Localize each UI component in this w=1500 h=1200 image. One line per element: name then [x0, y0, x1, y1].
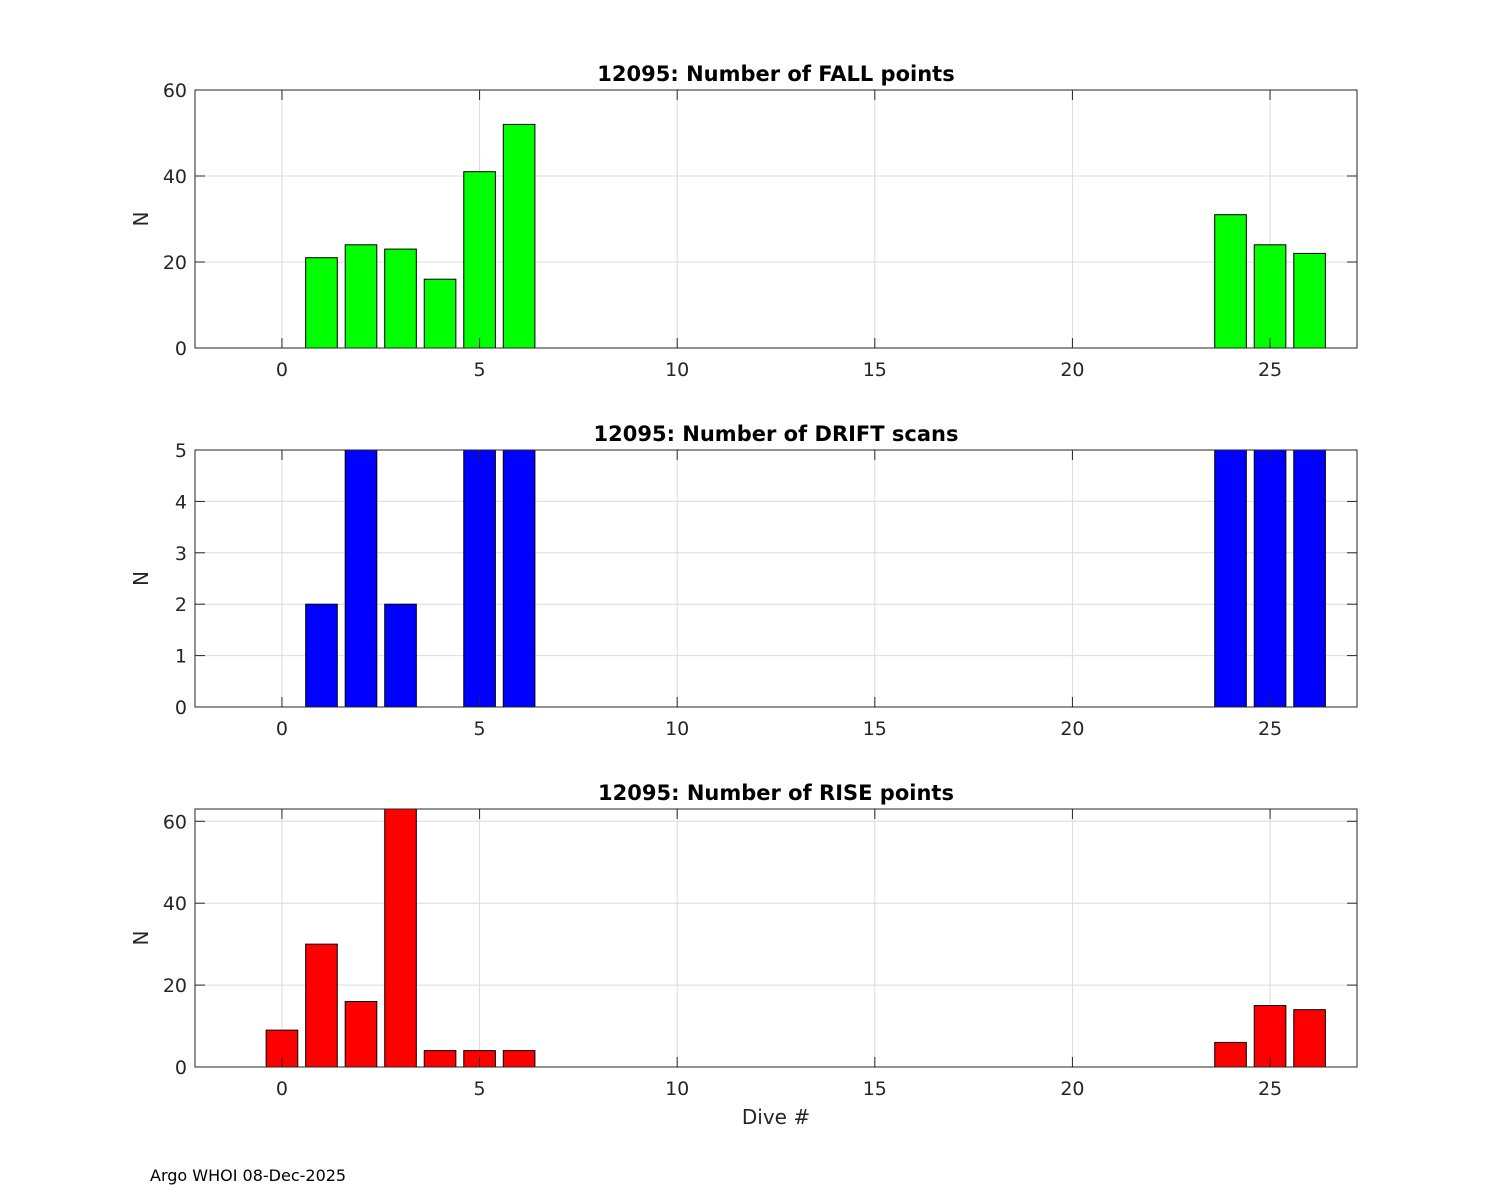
- bar: [384, 248, 417, 349]
- x-tick-label: 10: [665, 1078, 689, 1100]
- x-tick-label: 5: [474, 718, 486, 740]
- bar: [423, 278, 457, 349]
- bar: [1293, 449, 1326, 708]
- x-tick-label: 20: [1060, 1078, 1084, 1100]
- bar: [502, 123, 536, 349]
- y-tick-label: 3: [175, 543, 187, 565]
- y-tick-label: 1: [175, 646, 187, 668]
- chart-panel-2: 0 5 10 15 20 25 0 1 2 3 4 5 12095: Number of DRIFT s…: [129, 422, 1358, 740]
- bar: [344, 449, 378, 708]
- bar: [1214, 449, 1247, 708]
- x-tick-label: 0: [276, 718, 288, 740]
- chart-title: 12095: Number of RISE points: [598, 781, 954, 805]
- y-tick-label: 20: [163, 975, 187, 997]
- bar: [502, 449, 536, 708]
- y-tick-label: 60: [163, 811, 187, 833]
- y-tick-label: 60: [163, 80, 187, 102]
- x-tick-label: 20: [1060, 718, 1084, 740]
- bar: [305, 257, 338, 349]
- bar: [305, 943, 338, 1068]
- x-tick-label: 10: [665, 359, 689, 381]
- bar: [305, 603, 338, 708]
- bar: [344, 244, 378, 349]
- bar: [1253, 1005, 1287, 1068]
- chart-panel-1: 0 5 10 15 20 25 0 20 40 60 12095: Number of FALL p…: [129, 62, 1358, 381]
- bar: [1214, 214, 1247, 349]
- x-tick-label: 15: [863, 359, 887, 381]
- bar: [1253, 244, 1287, 349]
- x-tick-label: 25: [1258, 718, 1282, 740]
- bar: [1293, 1009, 1326, 1068]
- x-tick-label: 15: [863, 718, 887, 740]
- y-tick-label: 40: [163, 166, 187, 188]
- y-axis-label: N: [129, 212, 153, 227]
- chart-title: 12095: Number of FALL points: [597, 62, 954, 86]
- y-tick-label: 4: [175, 491, 187, 513]
- chart-title: 12095: Number of DRIFT scans: [594, 422, 959, 446]
- x-tick-label: 15: [863, 1078, 887, 1100]
- axes-box: [194, 89, 1358, 349]
- footer-credit: Argo WHOI 08-Dec-2025: [150, 1166, 347, 1185]
- bar: [423, 1050, 457, 1068]
- y-axis-label: N: [129, 571, 153, 586]
- x-tick-label: 20: [1060, 359, 1084, 381]
- chart-panel-3: 0 5 10 15 20 25 0 20 40 60 12095: Number of RISE p…: [129, 781, 1358, 1129]
- bar: [463, 449, 496, 708]
- y-tick-label: 5: [175, 440, 187, 462]
- y-tick-label: 0: [175, 338, 187, 360]
- bar: [344, 1000, 378, 1068]
- y-axis-label: N: [129, 931, 153, 946]
- y-tick-label: 0: [175, 1057, 187, 1079]
- y-tick-label: 0: [175, 697, 187, 719]
- y-tick-label: 20: [163, 252, 187, 274]
- bar: [1214, 1041, 1247, 1068]
- x-tick-label: 5: [474, 359, 486, 381]
- y-tick-label: 40: [163, 893, 187, 915]
- x-axis-label: Dive #: [742, 1105, 810, 1129]
- bar: [1293, 252, 1326, 349]
- axes-box: [194, 808, 1358, 1068]
- bar: [384, 808, 417, 1068]
- axes-box: [194, 449, 1358, 708]
- bar: [463, 171, 496, 349]
- y-tick-label: 2: [175, 594, 187, 616]
- x-tick-label: 10: [665, 718, 689, 740]
- bar: [502, 1050, 536, 1068]
- bar: [384, 603, 417, 708]
- x-tick-label: 25: [1258, 359, 1282, 381]
- x-tick-label: 5: [474, 1078, 486, 1100]
- bar: [1253, 449, 1287, 708]
- x-tick-label: 25: [1258, 1078, 1282, 1100]
- x-tick-label: 0: [276, 359, 288, 381]
- x-tick-label: 0: [276, 1078, 288, 1100]
